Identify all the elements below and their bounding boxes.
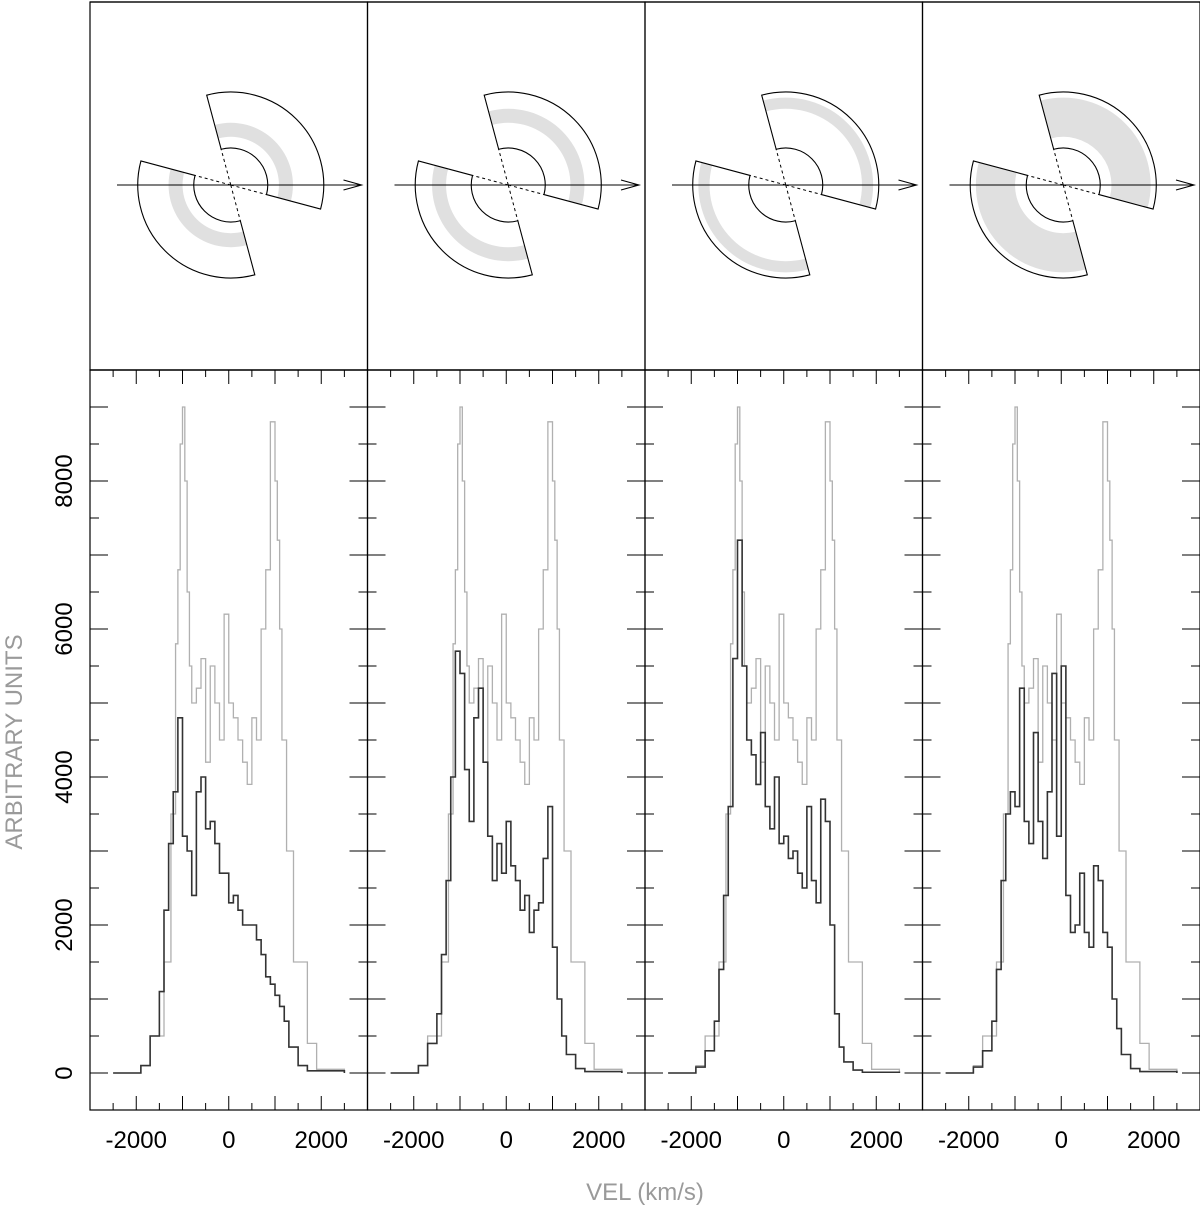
- shaded-ring: [432, 165, 528, 262]
- shaded-ring: [488, 108, 585, 205]
- disk-sector-1: [1038, 91, 1157, 210]
- shaded-ring: [214, 122, 293, 202]
- dashed-radius: [1063, 184, 1100, 196]
- arrow-head-icon: [620, 179, 642, 191]
- spectrum-panel-4: -2000 0 2000: [921, 369, 1200, 1154]
- disk-sector-1: [761, 91, 880, 210]
- total-profile-line: [390, 406, 623, 1074]
- dashed-radius: [472, 174, 509, 186]
- y-tick-label: 6000: [51, 602, 78, 655]
- total-profile-line: [668, 406, 901, 1074]
- x-tick-label: 0: [1055, 1127, 1068, 1154]
- dashed-radius: [220, 149, 232, 186]
- spectrum-panel-3: -2000 0 2000: [644, 369, 924, 1154]
- dashed-radius: [785, 184, 796, 221]
- total-profile-line: [113, 406, 346, 1074]
- x-tick-label: 0: [500, 1127, 513, 1154]
- y-tick-label: 4000: [51, 750, 78, 803]
- geometry-diagrams: [89, 1, 1200, 371]
- y-tick-label: 2000: [51, 898, 78, 951]
- x-tick-label: 2000: [572, 1127, 625, 1154]
- dashed-radius: [498, 149, 509, 186]
- disk-sector-1: [483, 91, 602, 210]
- arrow-head-icon: [1175, 179, 1197, 191]
- x-tick-label: 2000: [1127, 1127, 1180, 1154]
- dashed-radius: [230, 184, 241, 221]
- dashed-radius: [194, 174, 231, 186]
- x-tick-label: -2000: [938, 1127, 999, 1154]
- y-tick-label: 8000: [51, 454, 78, 507]
- dashed-radius: [1062, 184, 1074, 221]
- y-axis-title: ARBITRARY UNITS: [1, 634, 28, 849]
- diagram-frame: [921, 1, 1200, 371]
- shaded-ring: [168, 168, 247, 248]
- plot-frame: [89, 369, 369, 1111]
- disk-sector-2: [137, 160, 256, 279]
- geometry-diagram-2: [366, 1, 646, 371]
- dashed-radius: [508, 184, 545, 196]
- plot-frame: [366, 369, 646, 1111]
- dashed-radius: [1027, 174, 1064, 186]
- x-tick-label: 0: [777, 1127, 790, 1154]
- disk-sector-1: [206, 91, 325, 210]
- spectrum-panel-2: -2000 0 2000: [366, 369, 646, 1154]
- dashed-radius: [507, 184, 519, 221]
- x-tick-label: 0: [222, 1127, 235, 1154]
- dashed-radius: [230, 184, 267, 196]
- dashed-radius: [1053, 149, 1064, 186]
- component-profile-line: [113, 717, 346, 1074]
- shaded-ring: [698, 162, 809, 273]
- total-profile-line: [945, 406, 1178, 1074]
- x-axis-title: VEL (km/s): [586, 1179, 704, 1206]
- x-tick-label: 2000: [295, 1127, 348, 1154]
- plot-frame: [644, 369, 924, 1111]
- shaded-ring: [975, 162, 1086, 273]
- component-profile-line: [668, 539, 901, 1074]
- disk-sector-2: [969, 160, 1088, 279]
- component-profile-line: [945, 665, 1178, 1074]
- x-tick-label: -2000: [661, 1127, 722, 1154]
- arrow-head-icon: [343, 179, 364, 191]
- diagram-frame: [89, 1, 369, 371]
- diagram-frame: [366, 1, 646, 371]
- shaded-ring: [1040, 97, 1151, 208]
- diagram-frame: [644, 1, 924, 371]
- y-tick-label: 0: [51, 1066, 78, 1079]
- geometry-diagram-1: [89, 1, 369, 371]
- x-tick-label: -2000: [383, 1127, 444, 1154]
- arrow-head-icon: [898, 179, 919, 191]
- dashed-radius: [775, 149, 787, 186]
- shaded-ring: [763, 97, 874, 208]
- component-profile-line: [390, 650, 623, 1074]
- disk-sector-2: [414, 160, 533, 279]
- spectrum-panel-1: -2000 0 2000 0 2000 4000 6000 8000: [51, 369, 369, 1154]
- geometry-diagram-3: [644, 1, 924, 371]
- geometry-diagram-4: [921, 1, 1200, 371]
- dashed-radius: [749, 174, 786, 186]
- dashed-radius: [785, 184, 822, 196]
- disk-sector-2: [692, 160, 811, 279]
- x-tick-label: 2000: [850, 1127, 903, 1154]
- x-tick-label: -2000: [106, 1127, 167, 1154]
